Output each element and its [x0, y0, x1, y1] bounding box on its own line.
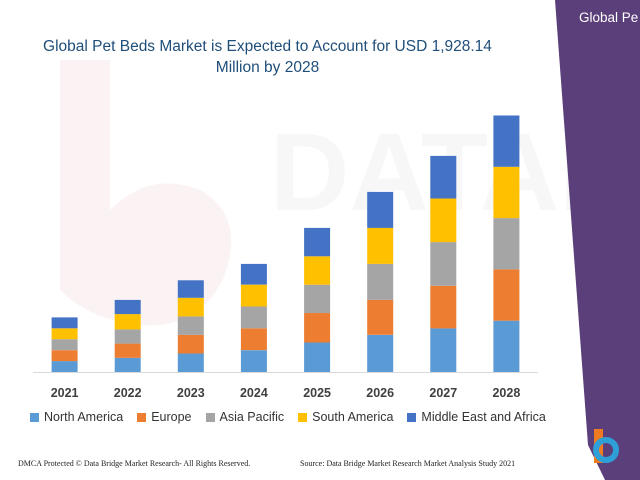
bar-2026-middle-east-and-africa: [367, 191, 394, 228]
bar-2028-middle-east-and-africa: [493, 115, 520, 167]
legend-swatch: [137, 412, 147, 422]
legend-item: South America: [298, 410, 393, 424]
bar-2027-middle-east-and-africa: [430, 155, 457, 199]
watermark-logo: DATABR: [60, 60, 640, 326]
bar-2022-middle-east-and-africa: [114, 299, 141, 315]
bar-2028-north-america: [493, 320, 520, 372]
bar-2023-middle-east-and-africa: [177, 280, 204, 298]
bar-2022-europe: [114, 343, 141, 358]
legend-label: North America: [44, 410, 124, 424]
bar-2021-north-america: [51, 361, 78, 372]
bar-2023-europe: [177, 334, 204, 354]
bar-2026-north-america: [367, 334, 394, 372]
bar-2027-north-america: [430, 328, 457, 372]
chart-legend: North America Europe Asia Pacific South Ame…: [30, 410, 546, 424]
bar-2028-south-america: [493, 166, 520, 219]
x-tick-label: 2022: [114, 386, 142, 400]
bar-2024-middle-east-and-africa: [240, 263, 267, 285]
bar-2022-north-america: [114, 357, 141, 372]
bar-2025-north-america: [304, 342, 331, 372]
bar-2024-europe: [240, 328, 267, 351]
chart-title: Global Pet Beds Market is Expected to Ac…: [43, 38, 492, 76]
legend-swatch: [30, 412, 39, 422]
bar-2028-europe: [493, 269, 520, 321]
bar-2021-europe: [51, 350, 78, 362]
bar-2025-asia-pacific: [304, 284, 331, 314]
bar-2023-south-america: [177, 297, 204, 317]
footer-source: Source: Data Bridge Market Research Mark…: [300, 459, 516, 468]
bar-2022-south-america: [114, 314, 141, 330]
legend-swatch: [205, 412, 215, 422]
x-tick-label: 2025: [303, 386, 331, 400]
legend-item: North America: [30, 410, 123, 424]
x-tick-label: 2028: [492, 386, 520, 400]
bar-2024-asia-pacific: [240, 306, 267, 329]
legend-label: Europe: [151, 410, 192, 424]
x-tick-label: 2026: [366, 386, 394, 400]
bar-2021-middle-east-and-africa: [51, 317, 78, 329]
banner-text: Global Pe: [579, 10, 639, 25]
bar-2027-south-america: [430, 198, 457, 243]
bar-2021-south-america: [51, 328, 78, 340]
legend-item: Middle East and Africa: [407, 410, 546, 424]
bar-2022-asia-pacific: [114, 329, 141, 344]
legend-label: Asia Pacific: [219, 410, 285, 424]
bar-2026-asia-pacific: [367, 263, 394, 300]
side-banner: [555, 0, 640, 480]
legend-item: Asia Pacific: [205, 410, 285, 424]
legend-item: Europe: [137, 410, 192, 424]
bar-2025-south-america: [304, 256, 331, 285]
x-tick-label: 2027: [429, 386, 457, 400]
bar-2023-north-america: [177, 353, 204, 372]
x-tick-label: 2023: [177, 386, 205, 400]
x-tick-label: 2024: [240, 386, 268, 400]
legend-swatch: [407, 412, 417, 422]
bar-2026-europe: [367, 299, 394, 335]
bar-2026-south-america: [367, 227, 394, 264]
brand-logo: [593, 429, 619, 463]
bar-2025-middle-east-and-africa: [304, 227, 331, 257]
bar-2023-asia-pacific: [177, 316, 204, 335]
bar-2024-north-america: [240, 350, 267, 372]
bar-2024-south-america: [240, 284, 267, 307]
legend-swatch: [298, 412, 308, 422]
bar-2025-europe: [304, 313, 331, 343]
legend-label: South America: [312, 410, 394, 424]
bar-2021-asia-pacific: [51, 339, 78, 351]
bar-2027-asia-pacific: [430, 242, 457, 286]
footer-copyright: DMCA Protected © Data Bridge Market Rese…: [18, 459, 251, 468]
legend-label: Middle East and Africa: [421, 410, 546, 424]
x-tick-label: 2021: [51, 386, 79, 400]
bar-2028-asia-pacific: [493, 218, 520, 270]
bar-2027-europe: [430, 285, 457, 329]
